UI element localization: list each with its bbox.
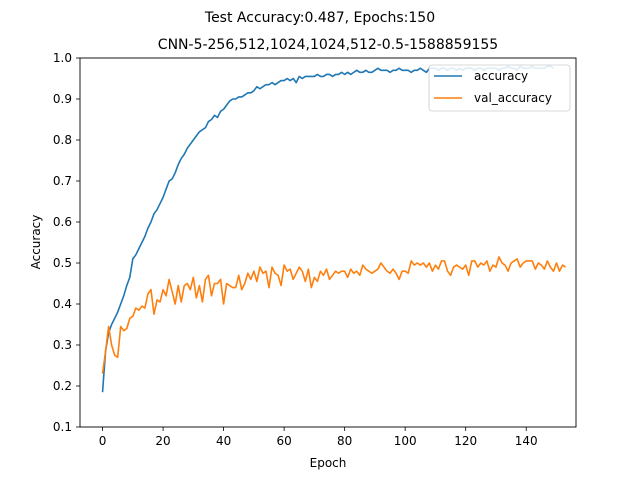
y-tick-label: 0.9 <box>53 92 72 106</box>
y-tick-label: 1.0 <box>53 51 72 65</box>
x-tick-label: 80 <box>337 434 352 448</box>
y-tick-label: 0.5 <box>53 256 72 270</box>
chart-subtitle: CNN-5-256,512,1024,1024,512-0.5-15888591… <box>158 37 498 53</box>
x-axis: 0 20 40 60 80 100 120 140 <box>99 427 538 448</box>
x-tick-label: 140 <box>515 434 538 448</box>
chart-title: Test Accuracy:0.487, Epochs:150 <box>204 10 435 26</box>
axes-frame <box>79 57 577 428</box>
legend-label-accuracy: accuracy <box>474 69 528 83</box>
x-tick-label: 0 <box>99 434 107 448</box>
x-tick-label: 20 <box>155 434 170 448</box>
y-tick-label: 0.2 <box>53 379 72 393</box>
x-tick-label: 40 <box>216 434 231 448</box>
legend: accuracy val_accuracy <box>428 64 571 112</box>
y-tick-label: 0.3 <box>53 338 72 352</box>
x-tick-label: 100 <box>394 434 417 448</box>
legend-label-val-accuracy: val_accuracy <box>474 91 552 105</box>
y-axis-label: Accuracy <box>29 215 43 270</box>
y-tick-label: 0.1 <box>53 420 72 434</box>
y-tick-label: 0.4 <box>53 297 72 311</box>
x-axis-label: Epoch <box>310 456 347 470</box>
legend-box <box>428 64 571 112</box>
y-tick-label: 0.6 <box>53 215 72 229</box>
y-tick-label: 0.8 <box>53 133 72 147</box>
y-tick-label: 0.7 <box>53 174 72 188</box>
x-tick-label: 120 <box>454 434 477 448</box>
series-line-val-accuracy <box>101 256 567 374</box>
y-axis: 0.1 0.2 0.3 0.4 0.5 0.6 0.7 0.8 0.9 1.0 <box>53 51 80 434</box>
x-tick-label: 60 <box>276 434 291 448</box>
